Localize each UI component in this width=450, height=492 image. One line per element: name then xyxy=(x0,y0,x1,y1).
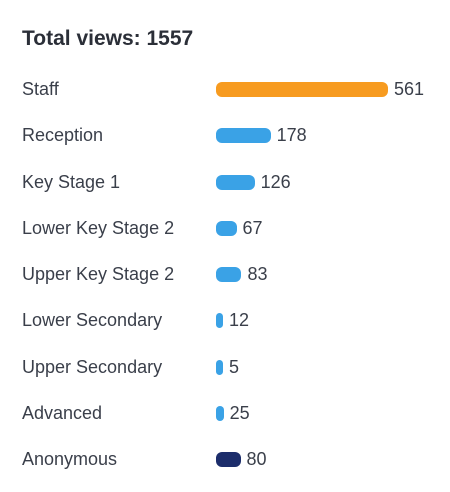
bar-row: Key Stage 1 126 xyxy=(0,168,450,198)
value-label: 25 xyxy=(229,402,250,423)
bar-row: Upper Key Stage 2 83 xyxy=(0,260,450,290)
category-label: Lower Key Stage 2 xyxy=(22,217,175,238)
value-label: 80 xyxy=(246,449,267,469)
bar-row: Reception 178 xyxy=(0,121,450,151)
bar xyxy=(216,267,242,282)
value-label: 83 xyxy=(247,264,268,284)
value-label: 12 xyxy=(229,310,250,331)
bar xyxy=(216,313,223,329)
bar xyxy=(216,128,271,144)
bar-row: Upper Secondary 5 xyxy=(0,353,450,383)
category-label: Reception xyxy=(22,125,104,146)
value-label: 178 xyxy=(276,125,307,146)
value-label: 5 xyxy=(229,356,240,377)
bar xyxy=(216,220,237,236)
bar xyxy=(216,359,223,375)
bar-row: Advanced 25 xyxy=(0,399,450,429)
bar xyxy=(216,174,255,190)
category-label: Upper Key Stage 2 xyxy=(22,264,175,284)
category-label: Upper Secondary xyxy=(22,356,163,377)
chart-title: Total views: 1557 xyxy=(22,27,194,50)
bar xyxy=(216,452,241,467)
category-label: Advanced xyxy=(22,402,103,423)
bar-row: Lower Secondary 12 xyxy=(0,306,450,336)
bar xyxy=(216,82,388,97)
category-label: Anonymous xyxy=(22,449,118,469)
bar-row: Staff 561 xyxy=(0,75,450,105)
category-label: Lower Secondary xyxy=(22,310,163,331)
value-label: 561 xyxy=(394,79,425,99)
bar-row: Anonymous 80 xyxy=(0,445,450,475)
bar xyxy=(216,405,224,421)
bar-row: Lower Key Stage 2 67 xyxy=(0,214,450,244)
value-label: 67 xyxy=(242,217,263,238)
value-label: 126 xyxy=(260,171,291,192)
category-label: Staff xyxy=(22,79,59,99)
category-label: Key Stage 1 xyxy=(22,171,121,192)
